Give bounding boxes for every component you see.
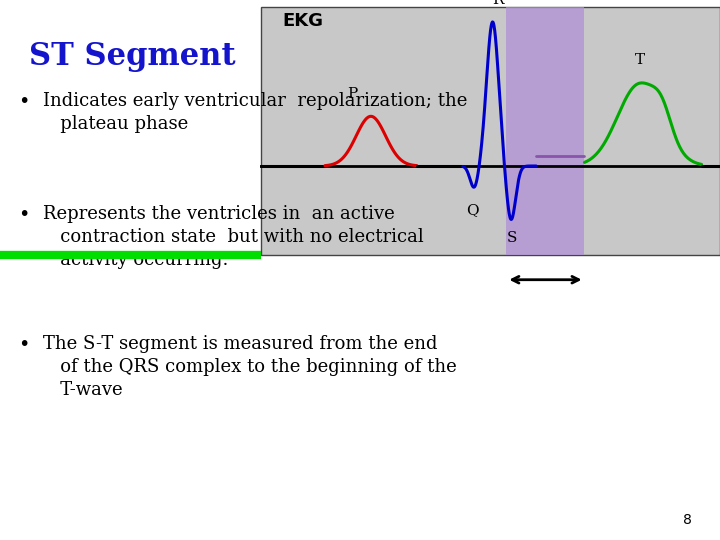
Text: S: S — [507, 231, 518, 245]
Bar — [506, 7, 585, 255]
Text: Represents the ventricles in  an active
   contraction state  but with no electr: Represents the ventricles in an active c… — [43, 205, 424, 269]
Text: •: • — [18, 92, 30, 111]
Text: Indicates early ventricular  repolarization; the
   plateau phase: Indicates early ventricular repolarizati… — [43, 92, 467, 133]
Text: T: T — [634, 52, 644, 66]
Text: R: R — [492, 0, 504, 7]
Text: Q: Q — [467, 203, 480, 217]
Text: ST Segment: ST Segment — [29, 40, 235, 71]
Text: 8: 8 — [683, 512, 692, 526]
Text: EKG: EKG — [282, 12, 323, 30]
Text: •: • — [18, 205, 30, 224]
Text: The S-T segment is measured from the end
   of the QRS complex to the beginning : The S-T segment is measured from the end… — [43, 335, 457, 399]
Text: •: • — [18, 335, 30, 354]
Text: P: P — [347, 87, 358, 102]
Bar — [261, 7, 720, 255]
